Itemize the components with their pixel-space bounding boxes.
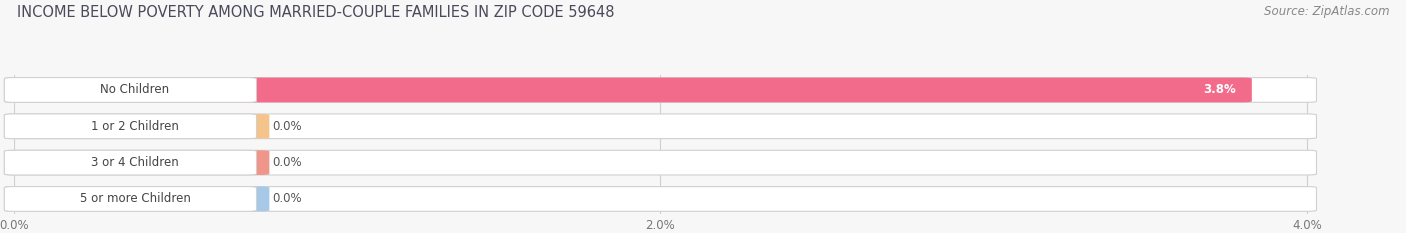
Text: No Children: No Children [100,83,170,96]
FancyBboxPatch shape [4,114,270,139]
FancyBboxPatch shape [4,78,1316,102]
FancyBboxPatch shape [4,78,1251,102]
Text: 3.8%: 3.8% [1204,83,1236,96]
Text: 0.0%: 0.0% [273,156,302,169]
FancyBboxPatch shape [4,187,256,211]
FancyBboxPatch shape [4,114,1316,139]
Text: 3 or 4 Children: 3 or 4 Children [91,156,179,169]
Text: 0.0%: 0.0% [273,120,302,133]
Text: INCOME BELOW POVERTY AMONG MARRIED-COUPLE FAMILIES IN ZIP CODE 59648: INCOME BELOW POVERTY AMONG MARRIED-COUPL… [17,5,614,20]
FancyBboxPatch shape [4,114,256,139]
FancyBboxPatch shape [4,150,270,175]
FancyBboxPatch shape [4,78,256,102]
FancyBboxPatch shape [4,150,256,175]
Text: 5 or more Children: 5 or more Children [80,192,190,206]
FancyBboxPatch shape [4,187,1316,211]
FancyBboxPatch shape [4,187,270,211]
Text: 0.0%: 0.0% [273,192,302,206]
Text: 1 or 2 Children: 1 or 2 Children [91,120,179,133]
Text: Source: ZipAtlas.com: Source: ZipAtlas.com [1264,5,1389,18]
FancyBboxPatch shape [4,150,1316,175]
